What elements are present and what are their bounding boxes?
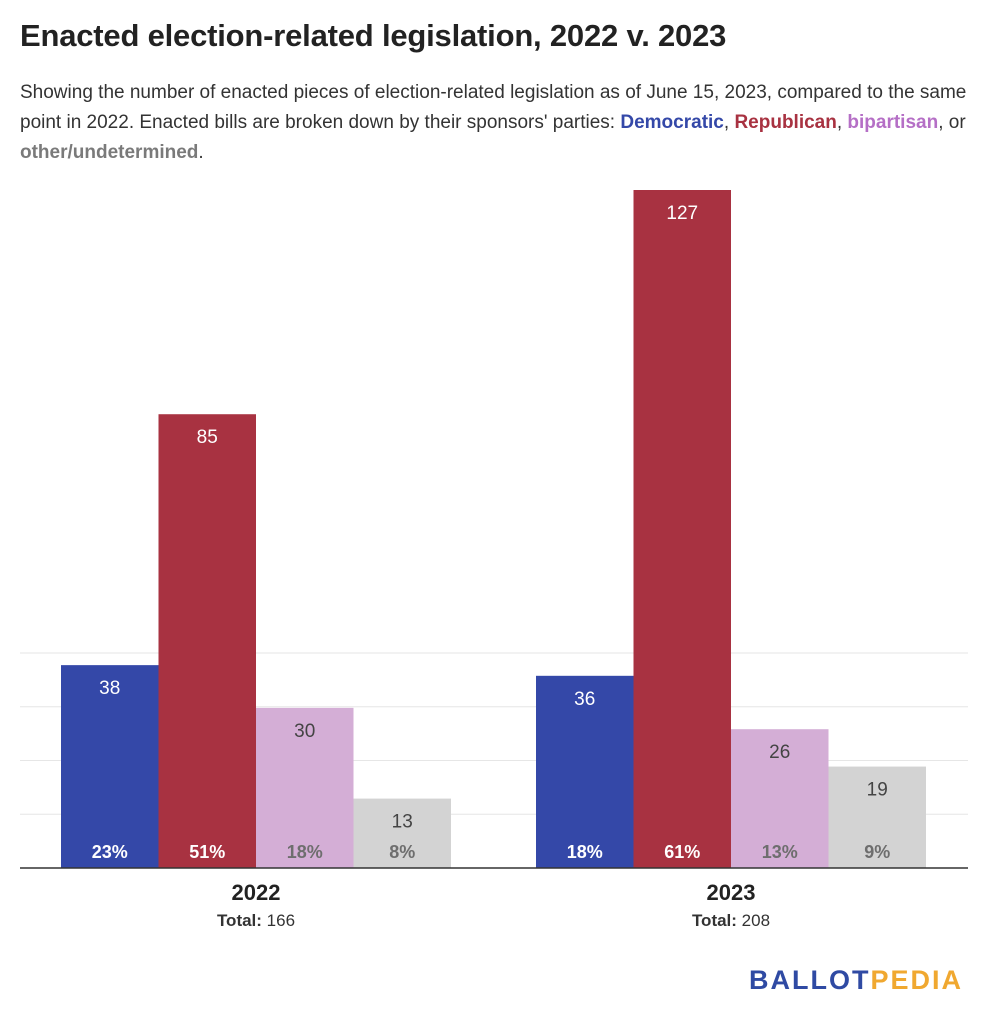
bar-democratic-2023 — [536, 675, 634, 868]
bar-bipartisan-2022 — [256, 707, 354, 868]
category-total: Total: 166 — [217, 911, 295, 930]
ballotpedia-logo: BALLOTPEDIA — [749, 965, 963, 996]
bar-other-undetermined-2023 — [828, 766, 926, 868]
legend-democratic: Democratic — [620, 112, 724, 133]
bar-percent-label: 23% — [92, 842, 128, 862]
bar-republican-2023 — [633, 190, 731, 868]
total-label: Total: — [692, 911, 737, 930]
legend-bipartisan: bipartisan — [847, 112, 939, 133]
total-label: Total: — [217, 911, 262, 930]
subtitle-sep: , — [836, 112, 848, 133]
category-total: Total: 208 — [692, 911, 770, 930]
legend-republican: Republican — [734, 112, 837, 133]
category-label: 2022 — [232, 880, 281, 905]
bar-percent-label: 13% — [762, 842, 798, 862]
chart-subtitle: Showing the number of enacted pieces of … — [20, 78, 970, 168]
subtitle-end: . — [198, 142, 204, 163]
subtitle-text: Showing the number of enacted pieces of … — [20, 82, 967, 133]
logo-ballot: BALLOT — [748, 965, 871, 995]
logo-pedia: PEDIA — [870, 965, 963, 995]
subtitle-sep: , or — [938, 112, 966, 133]
bar-percent-label: 9% — [864, 842, 890, 862]
bar-percent-label: 61% — [664, 842, 700, 862]
bar-value-label: 36 — [574, 689, 595, 710]
chart-title: Enacted election-related legislation, 20… — [20, 18, 727, 53]
total-value: 166 — [262, 911, 295, 930]
bar-value-label: 13 — [392, 812, 413, 833]
bar-percent-label: 18% — [287, 842, 323, 862]
bar-value-label: 127 — [666, 203, 698, 224]
bar-percent-label: 51% — [189, 842, 225, 862]
bar-percent-label: 8% — [389, 842, 415, 862]
category-label: 2023 — [707, 880, 756, 905]
bar-value-label: 19 — [867, 780, 888, 801]
bar-democratic-2022 — [61, 665, 159, 868]
bar-other-undetermined-2022 — [353, 798, 451, 868]
bar-value-label: 26 — [769, 742, 790, 763]
bar-bipartisan-2023 — [731, 729, 829, 868]
bar-value-label: 38 — [99, 678, 120, 699]
subtitle-sep: , — [723, 112, 735, 133]
bar-percent-label: 18% — [567, 842, 603, 862]
legend-other: other/undetermined — [20, 142, 199, 163]
bar-republican-2022 — [158, 414, 256, 868]
total-value: 208 — [737, 911, 770, 930]
bar-value-label: 85 — [197, 427, 218, 448]
bar-value-label: 30 — [294, 721, 315, 742]
